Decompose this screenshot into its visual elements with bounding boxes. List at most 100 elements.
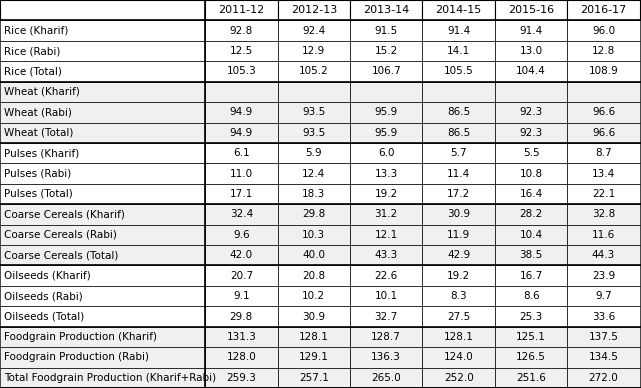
Text: 94.9: 94.9 — [229, 107, 253, 117]
Text: 6.1: 6.1 — [233, 148, 249, 158]
Text: 12.5: 12.5 — [229, 46, 253, 56]
Bar — [0, 123, 205, 143]
Bar — [422, 61, 495, 82]
Bar — [278, 306, 350, 327]
Bar — [205, 163, 278, 184]
Text: 92.3: 92.3 — [519, 107, 543, 117]
Bar — [350, 286, 422, 306]
Bar — [278, 347, 350, 367]
Bar — [0, 0, 205, 21]
Bar — [422, 204, 495, 225]
Text: 16.4: 16.4 — [519, 189, 543, 199]
Text: 30.9: 30.9 — [302, 312, 326, 322]
Bar — [205, 184, 278, 204]
Text: 33.6: 33.6 — [592, 312, 615, 322]
Bar — [278, 82, 350, 102]
Text: 42.0: 42.0 — [229, 250, 253, 260]
Text: 137.5: 137.5 — [588, 332, 619, 342]
Text: Oilseeds (Kharif): Oilseeds (Kharif) — [4, 271, 91, 281]
Text: 93.5: 93.5 — [302, 128, 326, 138]
Bar — [350, 367, 422, 388]
Text: 128.0: 128.0 — [226, 352, 256, 362]
Bar — [0, 225, 205, 245]
Text: 131.3: 131.3 — [226, 332, 256, 342]
Text: 16.7: 16.7 — [519, 271, 543, 281]
Bar — [567, 265, 640, 286]
Bar — [0, 163, 205, 184]
Text: 6.0: 6.0 — [378, 148, 394, 158]
Text: Coarse Cereals (Total): Coarse Cereals (Total) — [4, 250, 119, 260]
Text: 91.4: 91.4 — [447, 26, 470, 36]
Text: 96.0: 96.0 — [592, 26, 615, 36]
Text: 42.9: 42.9 — [447, 250, 470, 260]
Text: 129.1: 129.1 — [299, 352, 329, 362]
Text: Wheat (Rabi): Wheat (Rabi) — [4, 107, 72, 117]
Bar — [567, 327, 640, 347]
Bar — [0, 265, 205, 286]
Text: 17.2: 17.2 — [447, 189, 470, 199]
Text: Rice (Kharif): Rice (Kharif) — [4, 26, 69, 36]
Bar — [350, 245, 422, 265]
Bar — [205, 204, 278, 225]
Text: 257.1: 257.1 — [299, 373, 329, 383]
Text: 134.5: 134.5 — [588, 352, 619, 362]
Bar — [495, 306, 567, 327]
Bar — [495, 102, 567, 123]
Text: 265.0: 265.0 — [371, 373, 401, 383]
Bar — [350, 61, 422, 82]
Text: Oilseeds (Rabi): Oilseeds (Rabi) — [4, 291, 83, 301]
Text: 10.4: 10.4 — [519, 230, 543, 240]
Bar — [495, 82, 567, 102]
Bar — [422, 367, 495, 388]
Text: 12.4: 12.4 — [302, 168, 326, 178]
Text: 30.9: 30.9 — [447, 210, 470, 220]
Text: 29.8: 29.8 — [302, 210, 326, 220]
Text: 10.8: 10.8 — [519, 168, 543, 178]
Text: 11.0: 11.0 — [229, 168, 253, 178]
Bar — [495, 41, 567, 61]
Bar — [567, 102, 640, 123]
Text: Pulses (Kharif): Pulses (Kharif) — [4, 148, 79, 158]
Text: 272.0: 272.0 — [588, 373, 619, 383]
Bar — [350, 82, 422, 102]
Text: 20.8: 20.8 — [302, 271, 326, 281]
Text: 14.1: 14.1 — [447, 46, 470, 56]
Bar — [495, 327, 567, 347]
Text: Pulses (Rabi): Pulses (Rabi) — [4, 168, 72, 178]
Bar — [278, 225, 350, 245]
Text: 43.3: 43.3 — [374, 250, 398, 260]
Text: 92.3: 92.3 — [519, 128, 543, 138]
Bar — [567, 184, 640, 204]
Bar — [567, 225, 640, 245]
Bar — [422, 21, 495, 41]
Bar — [278, 327, 350, 347]
Text: 126.5: 126.5 — [516, 352, 546, 362]
Bar — [0, 21, 205, 41]
Bar — [567, 347, 640, 367]
Text: 93.5: 93.5 — [302, 107, 326, 117]
Text: 106.7: 106.7 — [371, 66, 401, 76]
Bar — [350, 306, 422, 327]
Bar — [350, 123, 422, 143]
Bar — [205, 265, 278, 286]
Bar — [567, 123, 640, 143]
Text: 92.4: 92.4 — [302, 26, 326, 36]
Bar — [205, 61, 278, 82]
Text: 18.3: 18.3 — [302, 189, 326, 199]
Bar — [0, 327, 205, 347]
Text: Coarse Cereals (Kharif): Coarse Cereals (Kharif) — [4, 210, 126, 220]
Bar — [350, 327, 422, 347]
Bar — [0, 347, 205, 367]
Bar — [567, 204, 640, 225]
Text: 252.0: 252.0 — [444, 373, 474, 383]
Text: 2011-12: 2011-12 — [218, 5, 265, 15]
Bar — [422, 123, 495, 143]
Bar — [278, 204, 350, 225]
Bar — [495, 123, 567, 143]
Text: Oilseeds (Total): Oilseeds (Total) — [4, 312, 85, 322]
Text: 23.9: 23.9 — [592, 271, 615, 281]
Bar — [350, 102, 422, 123]
Text: 2012-13: 2012-13 — [290, 5, 337, 15]
Text: 9.6: 9.6 — [233, 230, 249, 240]
Text: Foodgrain Production (Rabi): Foodgrain Production (Rabi) — [4, 352, 149, 362]
